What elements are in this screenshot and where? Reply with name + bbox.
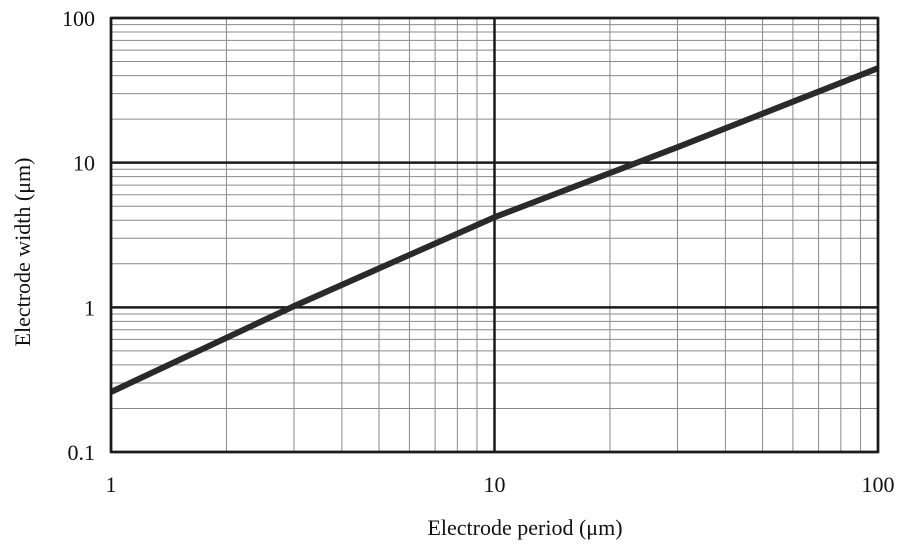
x-tick-label: 10 [484,472,506,497]
y-tick-label: 0.1 [68,440,96,465]
x-tick-label: 100 [862,472,895,497]
y-axis-label: Electrode width (μm) [10,158,35,347]
plot-frame [109,16,880,454]
x-tick-label: 1 [106,472,117,497]
series-line [109,65,880,395]
y-tick-label: 1 [84,295,95,320]
x-tick-labels: 1 10 100 [106,472,895,497]
x-axis-label: Electrode period (μm) [427,515,622,540]
y-tick-label: 100 [62,6,95,31]
y-tick-labels: 0.1 1 10 100 [62,6,95,465]
data-series [109,65,880,395]
y-tick-label: 10 [73,151,95,176]
